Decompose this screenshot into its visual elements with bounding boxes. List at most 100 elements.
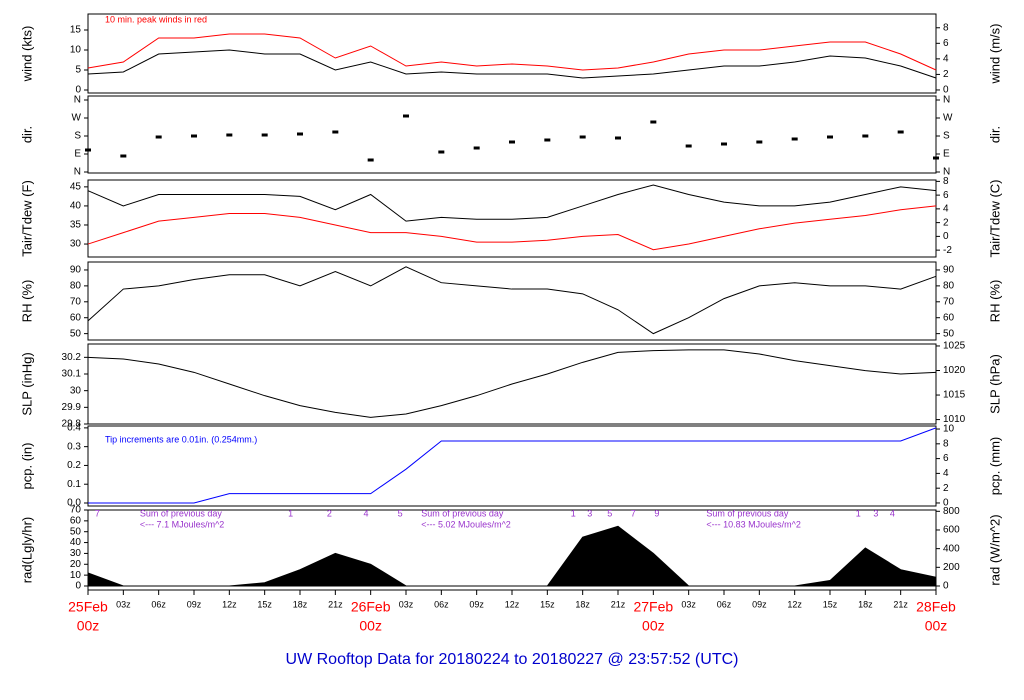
y-tick-label: 0.1: [67, 479, 81, 490]
x-tick-label: 21z: [328, 599, 343, 609]
y2-tick-label: 400: [943, 543, 960, 554]
series-line: [87, 349, 937, 418]
x-tick-label: 09z: [469, 599, 484, 609]
dir-point: [791, 137, 798, 141]
x-tick-label: 03z: [399, 599, 414, 609]
x-tick-label: 18z: [293, 599, 308, 609]
x-tick-label: 15z: [540, 599, 555, 609]
x-tick-label: 06z: [434, 599, 449, 609]
dir-point: [756, 140, 763, 144]
y-tick-label: 90: [70, 265, 82, 276]
y-tick-label: 30: [70, 548, 82, 559]
x-tick-label: 03z: [681, 599, 696, 609]
hour-label: 2: [327, 508, 332, 518]
y2-tick-label: 200: [943, 562, 960, 573]
y2-axis-label: pcp. (mm): [987, 437, 1002, 496]
dir-point: [438, 150, 445, 154]
y-tick-label: N: [74, 167, 81, 178]
y2-tick-label: 0: [943, 231, 949, 242]
y2-tick-label: 70: [943, 296, 955, 307]
y-tick-label: 0: [75, 85, 81, 96]
x-tick-label: 15z: [823, 599, 838, 609]
y-tick-label: 60: [70, 312, 82, 323]
y-axis-label: SLP (inHg): [19, 352, 34, 415]
hour-label: 3: [587, 508, 592, 518]
y2-tick-label: 0: [943, 85, 949, 96]
y2-tick-label: 1025: [943, 341, 966, 352]
series-line: [88, 427, 937, 504]
dir-point: [685, 144, 692, 148]
dir-point: [332, 130, 339, 134]
dir-point: [509, 140, 515, 144]
rad-note: <--- 5.02 MJoules/m^2: [421, 519, 511, 529]
dir-point: [933, 156, 939, 160]
y2-tick-label: W: [943, 113, 953, 124]
y-tick-label: 35: [70, 220, 82, 231]
x-tick-label: 03z: [116, 599, 131, 609]
y-tick-label: 60: [70, 515, 82, 526]
day-label: 28Feb: [916, 599, 956, 615]
x-tick-label: 09z: [187, 599, 202, 609]
y-tick-label: 40: [70, 201, 82, 212]
series-line: [87, 184, 937, 222]
y-tick-label: E: [74, 149, 81, 160]
y-tick-label: W: [72, 113, 82, 124]
x-tick-label: 15z: [257, 599, 272, 609]
panel-frame: [87, 425, 937, 507]
hour-label: 9: [654, 508, 659, 518]
series-line: [87, 205, 937, 251]
y-axis-label: RH (%): [19, 280, 34, 323]
rad-note: Sum of previous day: [421, 508, 504, 518]
y-tick-label: 0: [75, 581, 81, 592]
y2-tick-label: 4: [943, 54, 949, 65]
y2-tick-label: 600: [943, 525, 960, 536]
day-label: 27Feb: [633, 599, 673, 615]
y-tick-label: 20: [70, 559, 82, 570]
dir-point: [721, 142, 727, 146]
y2-tick-label: 0: [943, 581, 949, 592]
y-tick-label: 30.1: [62, 369, 82, 380]
dir-point: [226, 133, 233, 137]
dir-point: [261, 133, 268, 137]
y-axis-label: Tair/Tdew (F): [19, 180, 34, 257]
series-line: [87, 266, 937, 335]
y2-tick-label: 60: [943, 312, 955, 323]
dir-point: [191, 134, 197, 138]
y-axis-label: rad(Lgly/hr): [19, 517, 34, 583]
y-tick-label: 0.2: [67, 460, 81, 471]
dir-point: [473, 146, 480, 150]
y-tick-label: 15: [70, 25, 82, 36]
y2-tick-label: 6: [943, 453, 949, 464]
series-line: [87, 49, 937, 79]
y2-tick-label: 8: [943, 22, 949, 33]
dir-point: [403, 114, 409, 118]
dir-point: [862, 134, 869, 138]
y-tick-label: 0.0: [67, 498, 81, 509]
y2-axis-label: wind (m/s): [987, 24, 1002, 85]
y2-tick-label: 8: [943, 438, 949, 449]
chart-title: UW Rooftop Data for 20180224 to 20180227…: [286, 651, 739, 668]
dir-point: [120, 154, 127, 158]
y-tick-label: 29.8: [62, 419, 82, 430]
y2-tick-label: 10: [943, 424, 955, 435]
hour-label: 1: [856, 508, 861, 518]
y-tick-label: 0.4: [67, 423, 81, 434]
y-tick-label: 50: [70, 526, 82, 537]
y2-tick-label: 4: [943, 468, 949, 479]
y2-tick-label: 90: [943, 265, 955, 276]
y2-axis-label: SLP (hPa): [987, 354, 1002, 414]
y2-tick-label: 50: [943, 328, 955, 339]
x-tick-label: 00z: [77, 618, 100, 634]
y-tick-label: 80: [70, 281, 82, 292]
y2-tick-label: 2: [943, 483, 949, 494]
y2-tick-label: 2: [943, 69, 949, 80]
hour-label: 7: [631, 508, 636, 518]
x-tick-label: 12z: [505, 599, 520, 609]
y-tick-label: 29.9: [62, 402, 82, 413]
y-tick-label: N: [74, 95, 81, 106]
y-axis-label: pcp. (in): [19, 443, 34, 490]
y-tick-label: 70: [70, 296, 82, 307]
y-tick-label: 30: [70, 385, 82, 396]
y-tick-label: 10: [70, 45, 82, 56]
